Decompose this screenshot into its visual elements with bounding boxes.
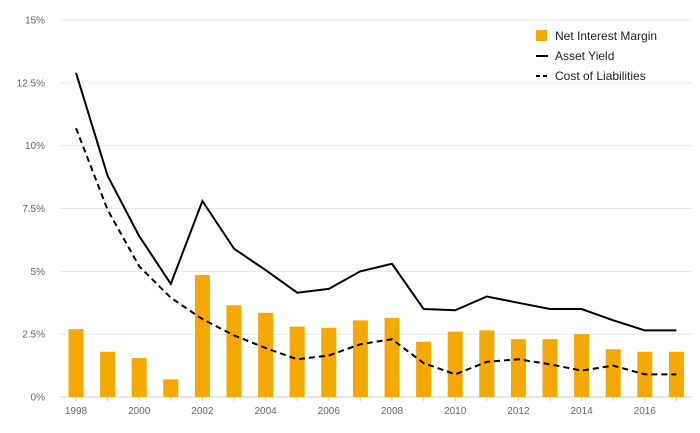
y-tick-label: 15% [25, 16, 45, 27]
x-tick-label: 2006 [318, 406, 341, 417]
bar-2013 [542, 339, 558, 397]
lines [75, 72, 677, 376]
bar-1999 [100, 351, 116, 397]
bar-2014 [574, 334, 590, 397]
bar-2008 [384, 317, 400, 397]
x-tick-label: 2014 [570, 406, 593, 417]
bar-2002 [194, 275, 210, 397]
bar-2011 [479, 330, 495, 397]
legend-label: Asset Yield [555, 49, 614, 63]
legend-label: Cost of Liabilities [555, 69, 646, 83]
y-tick-label: 7.5% [22, 204, 45, 215]
x-tick-label: 2002 [191, 406, 214, 417]
bar-2009 [416, 341, 432, 397]
bar-2003 [226, 305, 242, 397]
bar-2010 [447, 331, 463, 397]
y-tick-label: 12.5% [17, 78, 45, 89]
line-asset-yield [75, 72, 677, 332]
bar-2006 [321, 327, 337, 397]
y-axis: 0% 2.5% 5% 7.5% 10% 12.5% 15% [17, 16, 45, 404]
bar-2007 [352, 320, 368, 397]
y-tick-label: 2.5% [22, 330, 45, 341]
y-tick-label: 0% [31, 393, 46, 404]
x-tick-label: 2008 [381, 406, 404, 417]
y-tick-label: 10% [25, 141, 45, 152]
legend-label: Net Interest Margin [555, 29, 657, 43]
x-tick-label: 1998 [65, 406, 88, 417]
bar-2001 [163, 379, 179, 397]
bar-2012 [510, 339, 526, 397]
bar-1998 [68, 329, 84, 397]
x-tick-label: 2012 [507, 406, 530, 417]
bar-2004 [258, 312, 274, 397]
legend: Net Interest Margin Asset Yield Cost of Li… [536, 29, 657, 83]
gridlines [60, 19, 692, 398]
legend-swatch-bar [536, 30, 547, 41]
x-axis: 1998 2000 2002 2004 2006 2008 2010 2012 2014 2016 [65, 397, 677, 417]
y-tick-label: 5% [31, 267, 46, 278]
bar-2015 [605, 349, 621, 397]
x-tick-label: 2016 [634, 406, 657, 417]
x-tick-label: 2004 [254, 406, 277, 417]
line-cost-of-liabilities [75, 127, 677, 376]
x-tick-label: 2010 [444, 406, 467, 417]
bar-2000 [131, 358, 147, 397]
bar-2005 [289, 326, 305, 397]
bars-net-interest-margin [68, 275, 684, 397]
x-tick-label: 2000 [128, 406, 151, 417]
